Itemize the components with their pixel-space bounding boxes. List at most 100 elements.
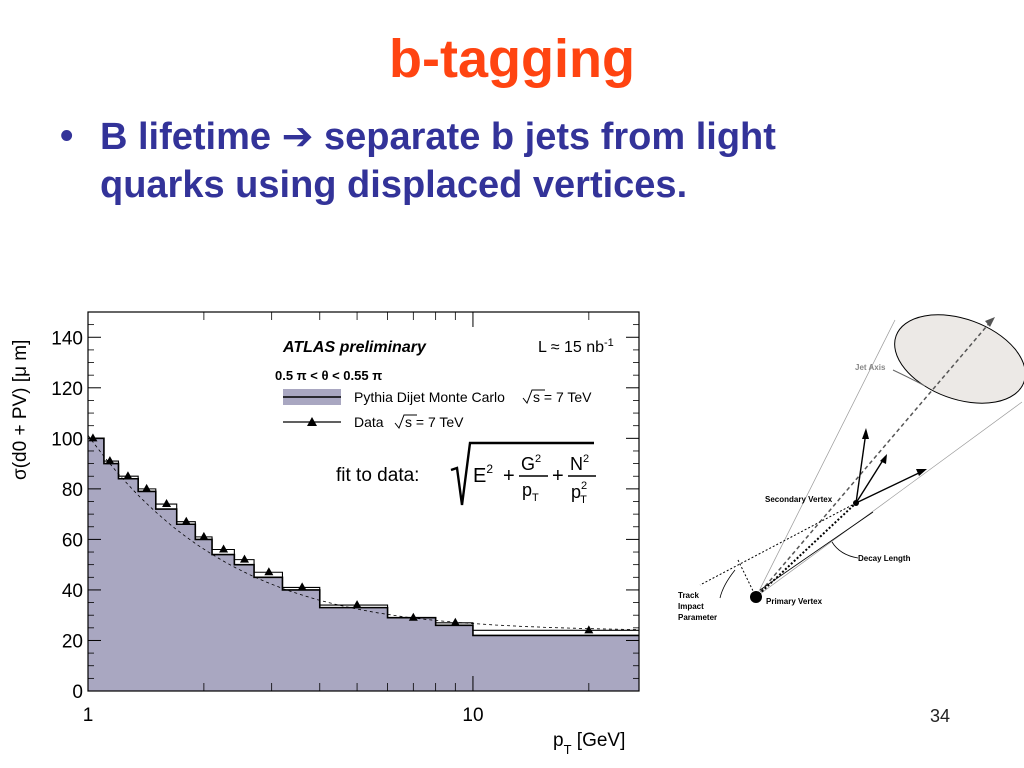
x-axis-label-unit: [GeV] bbox=[572, 730, 626, 751]
fit-curve bbox=[87, 434, 640, 630]
slide-number: 34 bbox=[930, 706, 951, 726]
x-tick-label: 1 bbox=[83, 705, 94, 726]
y-tick-label: 140 bbox=[51, 328, 83, 349]
bullet-text-part2: separate b jets from light bbox=[313, 116, 776, 158]
y-tick-label: 120 bbox=[51, 379, 83, 400]
fit-e-exp: 2 bbox=[486, 462, 493, 476]
fit-g-exp: 2 bbox=[535, 453, 541, 465]
data-point bbox=[199, 531, 209, 540]
fit-n-term: N2 bbox=[570, 453, 589, 474]
legend-mc-sqrt-icon bbox=[522, 389, 545, 404]
fit-g-term: G2 bbox=[521, 453, 541, 474]
fit-pt-1: p bbox=[522, 480, 532, 500]
data-point bbox=[450, 617, 460, 626]
data-point bbox=[181, 516, 191, 525]
fit-pt-1-sub: T bbox=[532, 492, 539, 504]
secondary-track-1-arrow bbox=[862, 428, 869, 439]
fit-sqrt-icon bbox=[450, 441, 594, 506]
legend-data-marker bbox=[307, 417, 317, 426]
fit-n: N bbox=[570, 454, 583, 474]
legend-data-energy: s = 7 TeV bbox=[405, 414, 464, 430]
impact-parameter-label-1: Track bbox=[678, 591, 699, 600]
fit-pt-2-exp: 2 bbox=[581, 480, 587, 492]
secondary-track-1 bbox=[855, 431, 867, 504]
fit-n-exp: 2 bbox=[583, 453, 589, 465]
x-axis-label: pT [GeV] bbox=[553, 730, 625, 757]
theta-cut-label: 0.5 π < θ < 0.55 π bbox=[275, 368, 382, 383]
fit-curve-layer bbox=[87, 434, 640, 630]
secondary-vertex-label: Secondary Vertex bbox=[765, 495, 833, 504]
y-tick-label: 40 bbox=[62, 581, 83, 602]
fit-plus-1: + bbox=[503, 465, 515, 487]
fit-formula: fit to data: E2 + G2 pT + N2 p2 T bbox=[336, 441, 596, 506]
x-axis-label-main: p bbox=[553, 730, 564, 751]
jet-cone-ellipse bbox=[894, 314, 1024, 404]
axis-ticks-layer: 0 20 40 60 80 100 120 140 1 10 bbox=[51, 311, 639, 726]
impact-parameter-line bbox=[737, 559, 756, 596]
secondary-track-2-arrow bbox=[880, 454, 887, 464]
fit-plus-2: + bbox=[552, 465, 564, 487]
fit-pt-2-sub: T bbox=[580, 494, 587, 506]
secondary-track-2 bbox=[855, 456, 886, 504]
fit-pt-term-1: pT bbox=[522, 480, 539, 504]
data-point bbox=[584, 625, 594, 634]
x-axis-label-sub: T bbox=[564, 742, 572, 757]
track-segment bbox=[759, 511, 874, 591]
data-point bbox=[88, 433, 98, 442]
fit-label: fit to data: bbox=[336, 465, 419, 486]
data-point bbox=[219, 544, 229, 553]
y-tick-label: 0 bbox=[72, 682, 83, 703]
jet-axis-arrowhead bbox=[985, 317, 995, 327]
fit-e: E bbox=[473, 465, 486, 487]
jet-axis-pointer bbox=[892, 369, 926, 387]
jet-axis-label: Jet Axis bbox=[855, 363, 886, 372]
data-point bbox=[239, 554, 249, 563]
y-tick-label: 20 bbox=[62, 631, 83, 652]
cone-edge-lower bbox=[755, 401, 1023, 598]
secondary-track-3 bbox=[855, 470, 924, 504]
impact-parameter-pointer bbox=[719, 569, 736, 599]
resolution-chart: 0 20 40 60 80 100 120 140 1 10 σ(d0 + PV) [μ m] p… bbox=[10, 311, 640, 757]
fit-pt-term-2: p2 T bbox=[571, 480, 587, 506]
data-point bbox=[408, 612, 418, 621]
data-point bbox=[123, 471, 133, 480]
data-point bbox=[105, 456, 115, 465]
primary-vertex-dot bbox=[750, 591, 762, 603]
legend-data-sqrt-icon bbox=[394, 414, 417, 429]
luminosity-label: L ≈ 15 nb-1 bbox=[538, 337, 614, 356]
bullet-dot: • bbox=[60, 115, 74, 157]
data-point bbox=[142, 483, 152, 492]
mc-histogram-area bbox=[88, 438, 639, 691]
slide-title: b-tagging bbox=[389, 29, 635, 89]
x-tick-label: 10 bbox=[462, 705, 483, 726]
secondary-track-3-arrow bbox=[916, 469, 927, 476]
track-extrapolation bbox=[699, 502, 857, 586]
decay-length-pointer bbox=[831, 541, 859, 559]
impact-parameter-label-2: Impact bbox=[678, 602, 704, 611]
experiment-label: ATLAS preliminary bbox=[282, 339, 427, 356]
decay-length-label: Decay Length bbox=[858, 554, 911, 563]
luminosity-main: L ≈ 15 nb bbox=[538, 339, 604, 356]
fit-e-term: E2 bbox=[473, 462, 493, 487]
y-axis-label: σ(d0 + PV) [μ m] bbox=[10, 340, 31, 480]
data-point bbox=[297, 582, 307, 591]
y-tick-label: 60 bbox=[62, 530, 83, 551]
data-point bbox=[162, 499, 172, 508]
fit-pt-2: p bbox=[571, 482, 581, 502]
legend-mc-energy: s = 7 TeV bbox=[533, 389, 592, 405]
legend-data-label: Data bbox=[354, 414, 384, 430]
bullet-point: • B lifetime ➔ separate b jets from ligh… bbox=[60, 112, 980, 209]
primary-vertex-label: Primary Vertex bbox=[766, 597, 823, 606]
jet-axis-line bbox=[755, 319, 993, 598]
secondary-vertex-dot bbox=[853, 500, 859, 506]
cone-edge-upper bbox=[755, 319, 896, 598]
data-series-layer bbox=[88, 433, 639, 634]
bullet-text-part1: B lifetime bbox=[100, 116, 282, 158]
luminosity-exp: -1 bbox=[604, 337, 614, 349]
bullet-text: B lifetime ➔ separate b jets from light … bbox=[60, 112, 980, 209]
vertex-diagram: Jet Axis Secondary Vertex Decay Length P… bbox=[678, 314, 1024, 622]
y-tick-label: 80 bbox=[62, 480, 83, 501]
fit-g: G bbox=[521, 454, 535, 474]
data-point bbox=[264, 567, 274, 576]
